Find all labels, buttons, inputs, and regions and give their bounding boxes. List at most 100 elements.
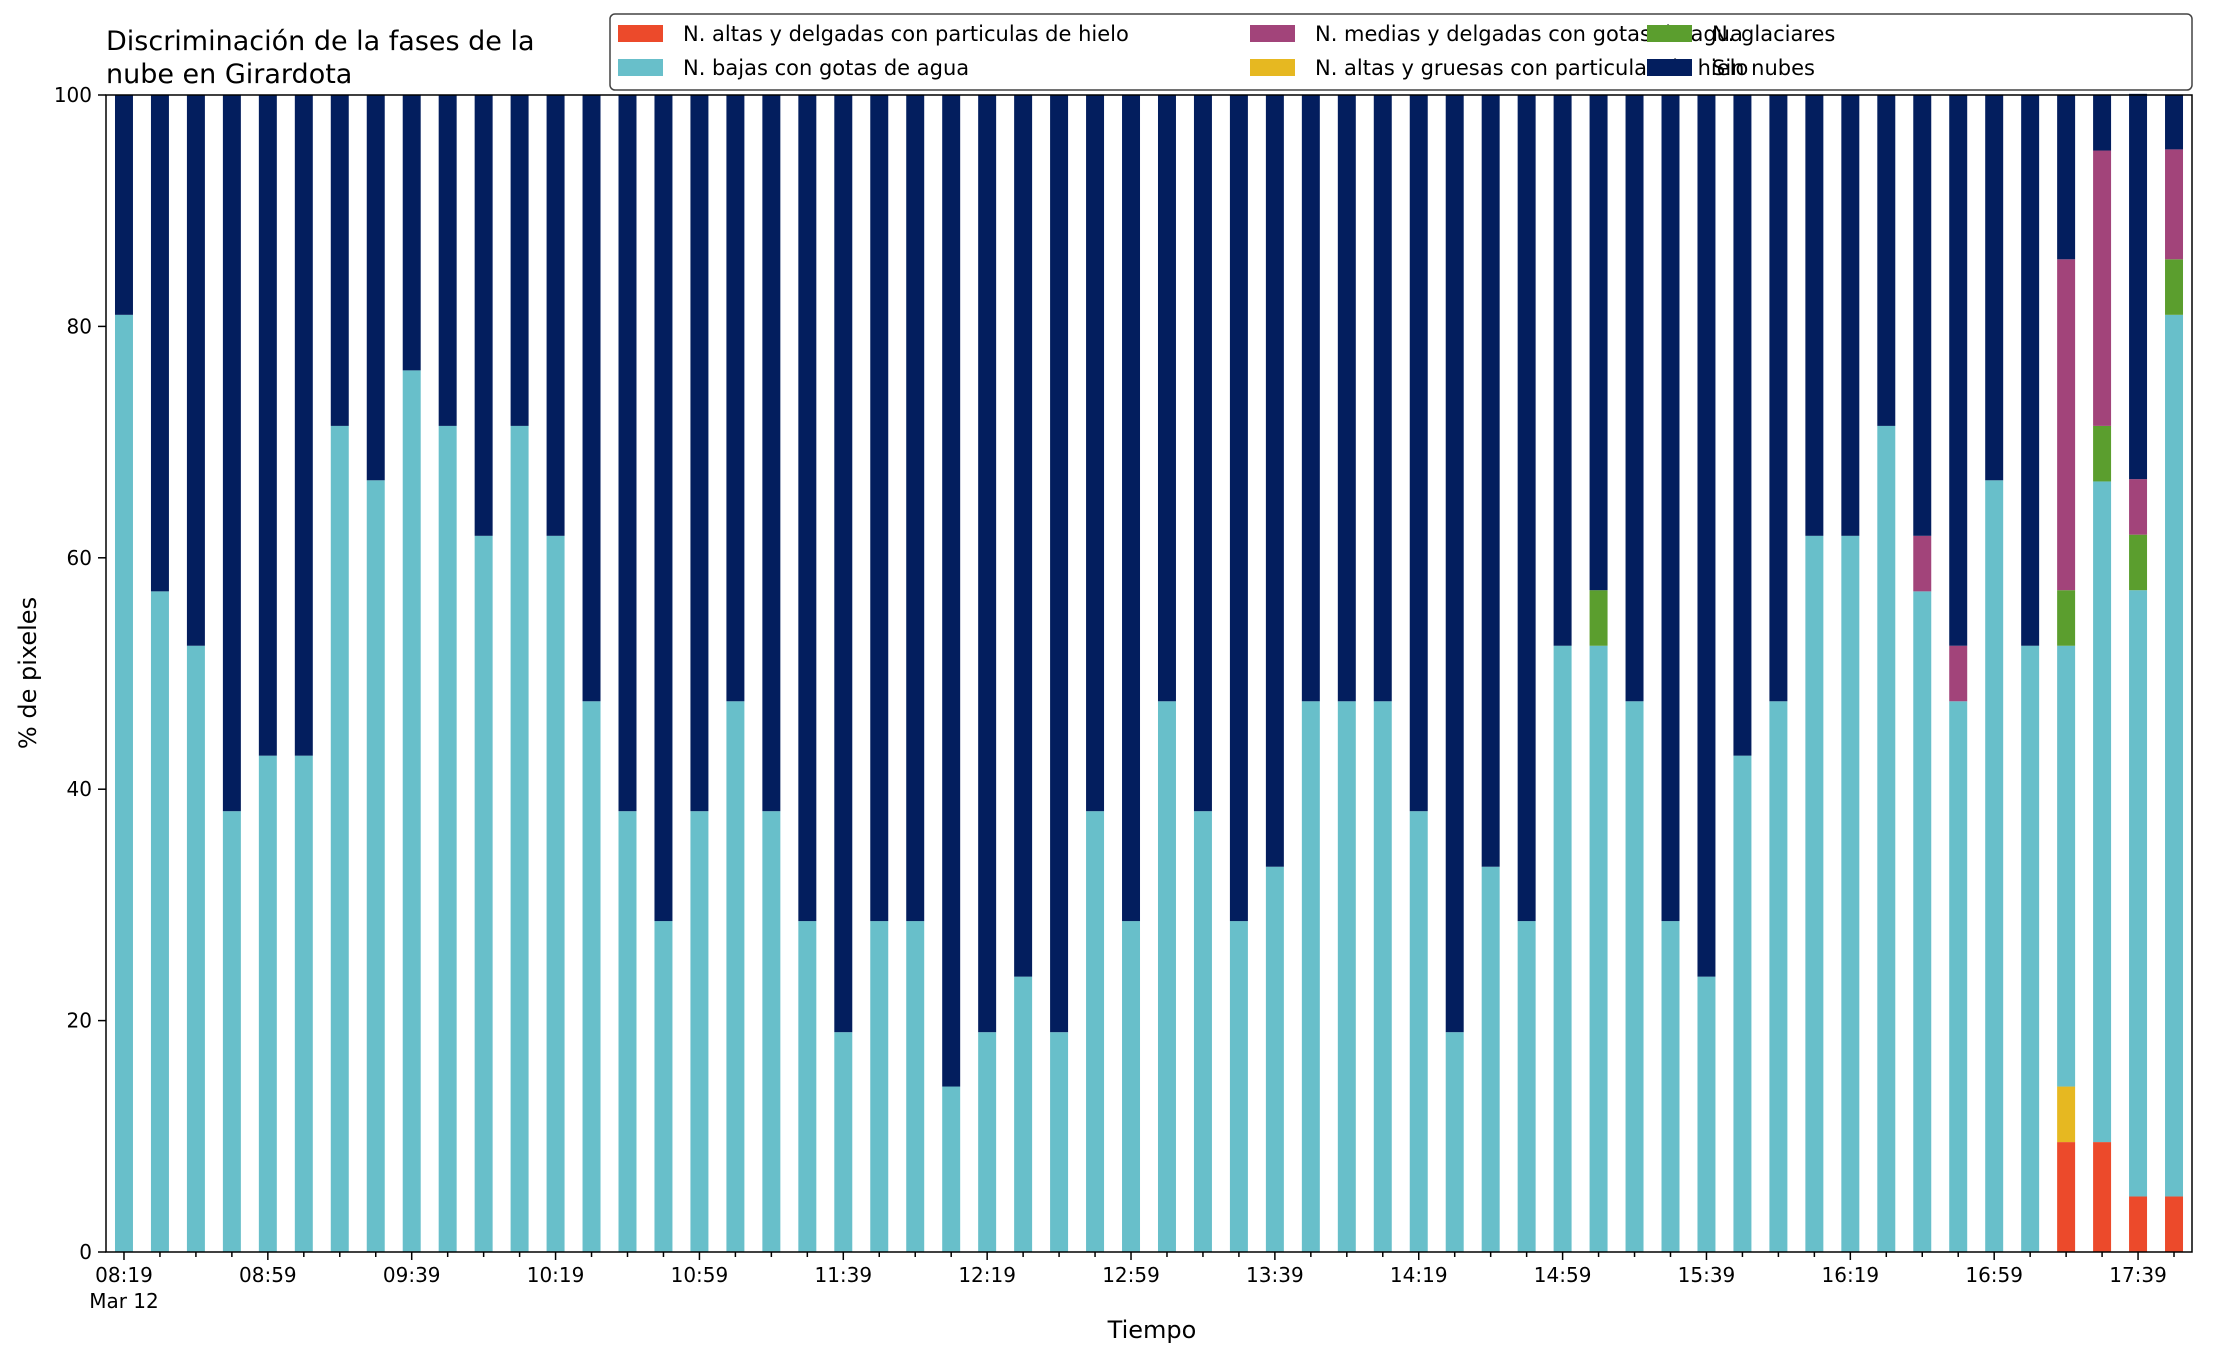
bar-segment-1039-s2 <box>618 811 637 1252</box>
bar-segment-1709-s5 <box>2021 95 2040 646</box>
bar-segment-1049-s5 <box>654 95 673 922</box>
bar-segment-1159-s5 <box>906 95 925 922</box>
bar-segment-1329-s2 <box>1229 921 1248 1252</box>
bar-segment-1619-s2 <box>1841 535 1860 1252</box>
bar-segment-0939-s5 <box>402 95 421 371</box>
bar-segment-1559-s2 <box>1769 701 1788 1252</box>
chart-title-line-1: Discriminación de la fases de la <box>106 26 535 57</box>
bar-segment-1139-s2 <box>834 1032 853 1252</box>
bar-segment-1739-s2 <box>2129 590 2148 1197</box>
bar-segment-1619-s5 <box>1841 95 1860 536</box>
bar-segment-1539-s5 <box>1697 95 1716 977</box>
bar-segment-0959-s5 <box>474 95 493 536</box>
legend: N. altas y delgadas con particulas de hi… <box>609 13 2193 91</box>
legend-swatch-1 <box>1250 59 1295 76</box>
x-tick-label-1339: 13:39 <box>1246 1263 1304 1287</box>
bar-segment-1529-s5 <box>1661 95 1680 922</box>
bar-segment-1739-s0 <box>2129 1196 2148 1252</box>
bar-segment-1719-s5 <box>2057 95 2076 260</box>
x-axis-label: Tiempo <box>1107 1316 1197 1344</box>
bar-segment-1059-s2 <box>690 811 709 1252</box>
bar-segment-1029-s2 <box>582 701 601 1252</box>
bar-segment-1359-s5 <box>1337 95 1356 702</box>
bar-segment-1209-s2 <box>942 1086 961 1252</box>
bar-segment-1509-s3 <box>1589 590 1608 646</box>
bar-segment-1729-s5 <box>2093 95 2112 151</box>
bar-segment-1259-s2 <box>1122 921 1141 1252</box>
bar-segment-1509-s5 <box>1589 95 1608 591</box>
bar-segment-0919-s2 <box>330 425 349 1252</box>
legend-swatch-5 <box>1647 59 1692 76</box>
bar-segment-1339-s2 <box>1265 866 1284 1252</box>
bar-segment-0959-s2 <box>474 535 493 1252</box>
x-tick-label-1139: 11:39 <box>814 1263 872 1287</box>
bar-segment-1229-s5 <box>1014 95 1033 977</box>
bar-segment-1239-s2 <box>1050 1032 1069 1252</box>
bar-segment-1439-s5 <box>1481 95 1500 867</box>
bar-segment-1409-s5 <box>1373 95 1392 702</box>
bar-segment-1019-s2 <box>546 535 565 1252</box>
x-tick-label-1459: 14:59 <box>1534 1263 1592 1287</box>
legend-swatch-2 <box>618 59 663 76</box>
x-tick-label-1219: 12:19 <box>958 1263 1016 1287</box>
bar-segment-1539-s2 <box>1697 976 1716 1252</box>
x-tick-label-0859: 08:59 <box>239 1263 297 1287</box>
bar-segment-1339-s5 <box>1265 95 1284 867</box>
x-tick-label-1619: 16:19 <box>1822 1263 1880 1287</box>
bar-segment-1719-s0 <box>2057 1142 2076 1252</box>
bar-segment-1439-s2 <box>1481 866 1500 1252</box>
bar-segment-0849-s2 <box>222 811 241 1252</box>
bar-segment-1529-s2 <box>1661 921 1680 1252</box>
y-tick-label-40: 40 <box>67 777 92 801</box>
bar-segment-1449-s5 <box>1517 95 1536 922</box>
bar-segment-0839-s5 <box>186 95 205 646</box>
bar-segment-0909-s2 <box>294 755 313 1252</box>
bar-segment-1659-s2 <box>1985 480 2004 1252</box>
bar-segment-1559-s5 <box>1769 95 1788 702</box>
bar-segment-1249-s5 <box>1086 95 1105 812</box>
bar-segment-1229-s2 <box>1014 976 1033 1252</box>
bar-segment-0909-s5 <box>294 95 313 756</box>
bar-segment-1739-s4 <box>2129 479 2148 535</box>
bar-segment-1719-s4 <box>2057 259 2076 591</box>
bar-segment-1419-s2 <box>1409 811 1428 1252</box>
bar-segment-1139-s5 <box>834 95 853 1033</box>
bar-segment-1159-s2 <box>906 921 925 1252</box>
bar-segment-1749-s2 <box>2165 314 2184 1197</box>
bar-segment-1459-s2 <box>1553 645 1572 1252</box>
bar-segment-1149-s5 <box>870 95 889 922</box>
bar-segment-1419-s5 <box>1409 95 1428 812</box>
bar-segment-1649-s4 <box>1949 645 1968 702</box>
x-tick-label-1659: 16:59 <box>1965 1263 2023 1287</box>
bar-segment-1009-s5 <box>510 95 529 426</box>
bar-segment-0949-s5 <box>438 95 457 426</box>
bar-segment-1659-s5 <box>1985 95 2004 481</box>
x-tick-label-1259: 12:59 <box>1102 1263 1160 1287</box>
legend-label-2: N. bajas con gotas de agua <box>683 56 969 80</box>
bar-segment-1219-s2 <box>978 1032 997 1252</box>
bar-segment-1749-s0 <box>2165 1196 2184 1252</box>
bar-segment-1119-s5 <box>762 95 781 812</box>
bar-segment-1739-s3 <box>2129 534 2148 591</box>
chart-title-line-2: nube en Girardota <box>106 59 352 90</box>
x-axis: 08:19 08:59 09:39 10:19 10:59 11:39 12:19 12:59… <box>89 1252 2175 1313</box>
bar-segment-1549-s5 <box>1733 95 1752 756</box>
x-tick-label-0939: 09:39 <box>383 1263 441 1287</box>
bar-segment-0819-s5 <box>114 95 133 315</box>
y-tick-label-60: 60 <box>67 546 92 570</box>
bar-segment-1519-s2 <box>1625 701 1644 1252</box>
chart-title: Discriminación de la fases de la nube en… <box>106 26 535 90</box>
bar-segment-0829-s2 <box>150 591 169 1252</box>
bar-segment-0949-s2 <box>438 425 457 1252</box>
bar-segment-0859-s5 <box>258 95 277 756</box>
bar-segment-0939-s2 <box>402 370 421 1252</box>
bar-segment-1549-s2 <box>1733 755 1752 1252</box>
bar-segment-1719-s3 <box>2057 590 2076 646</box>
bar-segment-1149-s2 <box>870 921 889 1252</box>
bar-segment-1109-s5 <box>726 95 745 702</box>
bar-segment-1509-s2 <box>1589 645 1608 1252</box>
bar-segment-1639-s5 <box>1913 95 1932 536</box>
bar-segment-1649-s5 <box>1949 95 1968 646</box>
bar-segment-1039-s5 <box>618 95 637 812</box>
bar-segment-1719-s1 <box>2057 1086 2076 1143</box>
